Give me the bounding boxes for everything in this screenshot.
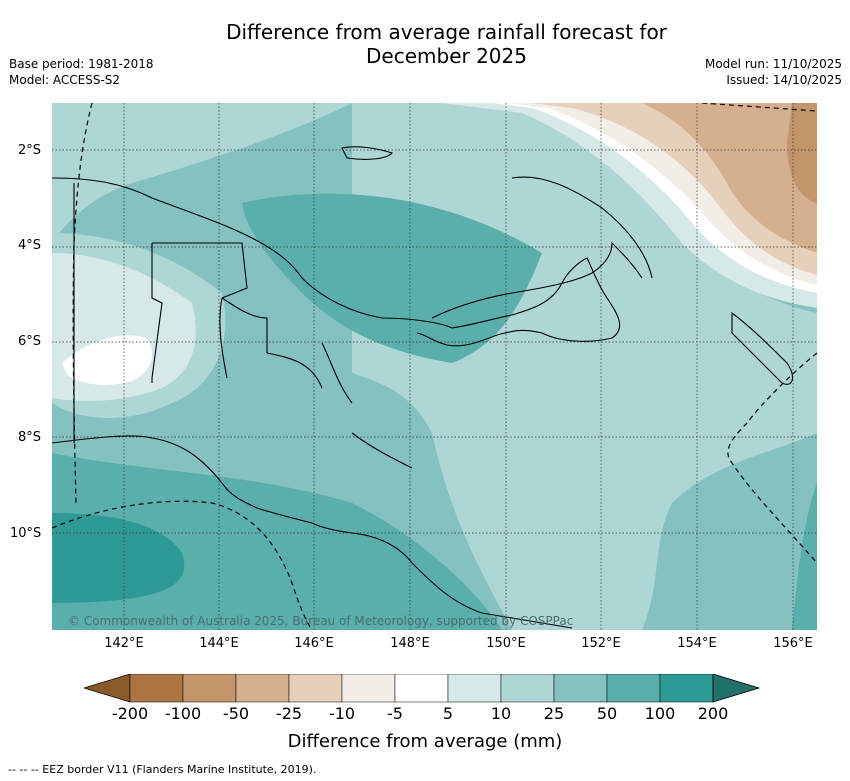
field-5-5-west [62, 335, 152, 385]
lat-label-10s: 10°S [10, 526, 42, 541]
map-title: Difference from average rainfall forecas… [0, 20, 850, 68]
lon-label-156e: 156°E [773, 636, 813, 651]
colorbar-tick-label: -10 [328, 704, 356, 723]
field-50-100-east [792, 483, 817, 630]
meta-left: Base period: 1981-2018 Model: ACCESS-S2 [9, 56, 154, 88]
colorbar-cell [553, 674, 608, 703]
colorbar-tick-label: 10 [490, 704, 512, 723]
coastline [52, 146, 793, 629]
colorbar-cell [659, 674, 714, 703]
colorbar [84, 674, 761, 703]
lon-label-148e: 148°E [390, 636, 430, 651]
model-name: Model: ACCESS-S2 [9, 73, 121, 87]
field-100-200-southwest [52, 513, 185, 603]
colorbar-cell [394, 674, 449, 703]
issued-date: Issued: 14/10/2025 [726, 73, 842, 87]
lon-label-146e: 146°E [294, 636, 334, 651]
colorbar-title: Difference from average (mm) [287, 731, 563, 752]
lon-label-152e: 152°E [581, 636, 621, 651]
lon-label-144e: 144°E [199, 636, 239, 651]
colorbar-extend-high [712, 674, 761, 703]
copyright-notice: © Commonwealth of Australia 2025, Bureau… [68, 614, 574, 628]
lat-label-6s: 6°S [18, 334, 42, 349]
base-period: Base period: 1981-2018 [9, 57, 154, 71]
colorbar-cell [500, 674, 555, 703]
colorbar-tick-label: -50 [222, 704, 250, 723]
colorbar-cell [129, 674, 184, 703]
colorbar-tick-label: 5 [442, 704, 454, 723]
colorbar-cell [182, 674, 237, 703]
colorbar-extend-low [84, 674, 131, 703]
colorbar-tick-label: 50 [596, 704, 618, 723]
colorbar-tick-label: -5 [387, 704, 403, 723]
colorbar-tick-label: -200 [111, 704, 149, 723]
model-run: Model run: 11/10/2025 [704, 57, 842, 71]
colorbar-cell [447, 674, 502, 703]
graticule [52, 103, 817, 630]
lon-label-154e: 154°E [677, 636, 717, 651]
field-50-100-core [242, 193, 542, 363]
field-10-25-north [52, 103, 352, 243]
colorbar-tick-label: 100 [644, 704, 676, 723]
field-neg100-neg50-ne [787, 103, 817, 203]
lat-label-8s: 8°S [18, 430, 42, 445]
eez-footnote: -- -- -- EEZ border V11 (Flanders Marine… [8, 763, 317, 776]
colorbar-cell [341, 674, 396, 703]
lat-label-4s: 4°S [18, 238, 42, 253]
title-line-2: December 2025 [366, 44, 527, 68]
title-line-1: Difference from average rainfall forecas… [226, 20, 667, 44]
colorbar-tick-label: -100 [164, 704, 202, 723]
lon-label-150e: 150°E [486, 636, 526, 651]
lat-label-2s: 2°S [18, 143, 42, 158]
colorbar-cell [606, 674, 661, 703]
colorbar-tick-label: -25 [275, 704, 303, 723]
colorbar-cell [288, 674, 343, 703]
colorbar-cell [235, 674, 290, 703]
colorbar-tick-label: 25 [543, 704, 565, 723]
rainfall-map [52, 103, 817, 630]
lon-label-142e: 142°E [104, 636, 144, 651]
meta-right: Model run: 11/10/2025 Issued: 14/10/2025 [705, 56, 842, 88]
field-neg50-neg25-ne [642, 103, 817, 253]
colorbar-tick-label: 200 [697, 704, 729, 723]
